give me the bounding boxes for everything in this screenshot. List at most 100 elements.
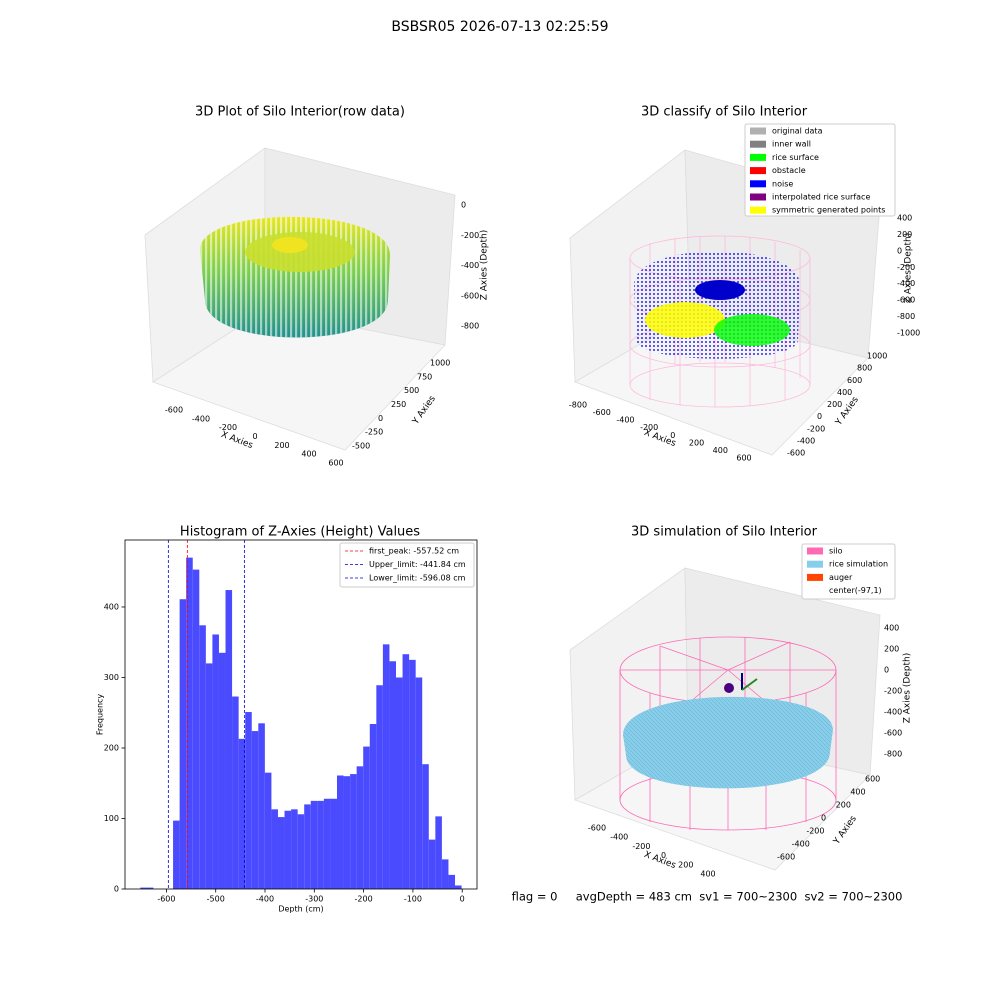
x-tick-label: -400 <box>256 895 274 904</box>
bar <box>336 775 344 889</box>
y-tick-label: -400 <box>792 840 810 849</box>
bar <box>350 774 357 889</box>
legend-label: Upper_limit: -441.84 cm <box>369 560 466 569</box>
y-tick-label: 800 <box>857 364 872 373</box>
bar <box>140 887 147 889</box>
x-tick-label: -200 <box>219 423 237 432</box>
bar <box>330 798 337 889</box>
z-axis-label: Z Axies (Depth) <box>903 653 913 724</box>
z-tick-label: 0 <box>897 246 902 255</box>
y-tick-label: 0 <box>378 414 383 423</box>
bar <box>173 820 180 889</box>
y-tick-label: 1000 <box>867 352 887 361</box>
y-tick-label: -600 <box>777 853 795 862</box>
x-tick-label: -100 <box>404 895 422 904</box>
bar <box>396 677 403 889</box>
x-tick-label: -600 <box>588 824 606 833</box>
plot4-box <box>569 543 896 871</box>
bar <box>218 652 226 889</box>
y-tick-label: 200 <box>104 743 119 752</box>
y-tick-label: 400 <box>837 388 852 397</box>
legend-swatch <box>807 560 823 568</box>
bar <box>277 817 285 889</box>
bar <box>317 800 324 889</box>
y-tick-label: -400 <box>797 436 815 445</box>
y-tick-label: 1000 <box>430 359 450 368</box>
bar <box>186 557 193 889</box>
y-tick-label: 200 <box>827 400 842 409</box>
legend-swatch <box>807 547 823 555</box>
z-tick-label: -400 <box>461 261 479 270</box>
z-tick-label: -600 <box>884 729 902 738</box>
z-tick-label: -800 <box>884 750 902 759</box>
bar <box>428 839 436 889</box>
bar <box>284 810 292 889</box>
legend-swatch <box>750 127 766 135</box>
z-tick-label: -600 <box>897 296 915 305</box>
y-tick-label: 0 <box>817 412 822 421</box>
legend-box <box>339 542 475 588</box>
y-tick-label: 200 <box>836 801 851 810</box>
z-tick-label: -400 <box>897 279 915 288</box>
legend-label: noise <box>772 179 793 188</box>
bar <box>264 772 272 889</box>
x-tick-label: -400 <box>610 833 628 842</box>
z-tick-label: -1000 <box>897 329 920 338</box>
legend-swatch <box>750 180 766 188</box>
bar <box>441 859 449 889</box>
bar <box>310 800 318 889</box>
x-axis-label: Depth (cm) <box>278 905 323 914</box>
y-tick-label: 0 <box>821 814 826 823</box>
bar <box>382 644 390 889</box>
bar <box>258 723 265 889</box>
chart-title: 3D simulation of Silo Interior <box>631 525 818 540</box>
bar <box>245 712 252 889</box>
status-line: flag = 0 avgDepth = 483 cm sv1 = 700~230… <box>512 890 903 904</box>
z-tick-label: -200 <box>461 231 479 240</box>
z-axis-label: Z Axies (Depth) <box>904 233 914 304</box>
bar <box>376 685 383 889</box>
bar <box>205 663 213 889</box>
plot1-box <box>144 147 456 451</box>
y-tick-label: -200 <box>806 827 824 836</box>
legend-swatch <box>750 193 766 201</box>
legend-label: original data <box>772 127 823 136</box>
y-tick-label: 750 <box>417 372 432 381</box>
bar <box>363 746 370 889</box>
legend-swatch <box>750 140 766 148</box>
chart-title: 3D Plot of Silo Interior(row data) <box>195 105 405 120</box>
bar <box>415 677 423 889</box>
legend-label: rice surface <box>772 153 819 162</box>
x-tick-label: -600 <box>165 406 183 415</box>
legend-label: obstacle <box>772 166 806 175</box>
y-tick-label: 0 <box>114 885 119 894</box>
x-tick-label: 0 <box>252 432 257 441</box>
legend-label: center(-97,1) <box>829 586 882 595</box>
x-tick-label: 200 <box>689 438 704 447</box>
z-tick-label: -200 <box>884 687 902 696</box>
x-tick-label: 600 <box>736 454 751 463</box>
legend-swatch <box>750 167 766 175</box>
x-tick-label: 200 <box>678 860 693 869</box>
x-axis-label: X Axies <box>643 850 678 871</box>
y-axis-label: Frequency <box>96 694 105 736</box>
bar <box>455 885 462 889</box>
z-tick-label: 200 <box>897 230 912 239</box>
z-tick-label: 0 <box>461 201 466 210</box>
y-tick-label: -200 <box>807 424 825 433</box>
x-tick-label: 0 <box>661 851 666 860</box>
x-tick-label: -600 <box>157 895 175 904</box>
z-tick-label: 0 <box>884 666 889 675</box>
y-tick-label: 600 <box>847 376 862 385</box>
bar <box>199 625 206 889</box>
legend-swatch <box>807 573 823 581</box>
z-tick-label: -600 <box>461 291 479 300</box>
z-tick-label: -400 <box>884 708 902 717</box>
suptitle: BSBSR05 2026-07-13 02:25:59 <box>391 19 608 35</box>
bar <box>146 887 154 889</box>
bar <box>356 766 364 889</box>
x-tick-label: -400 <box>192 414 210 423</box>
legend-label: auger <box>829 573 853 582</box>
x-axis-label: X Axies <box>220 430 255 451</box>
